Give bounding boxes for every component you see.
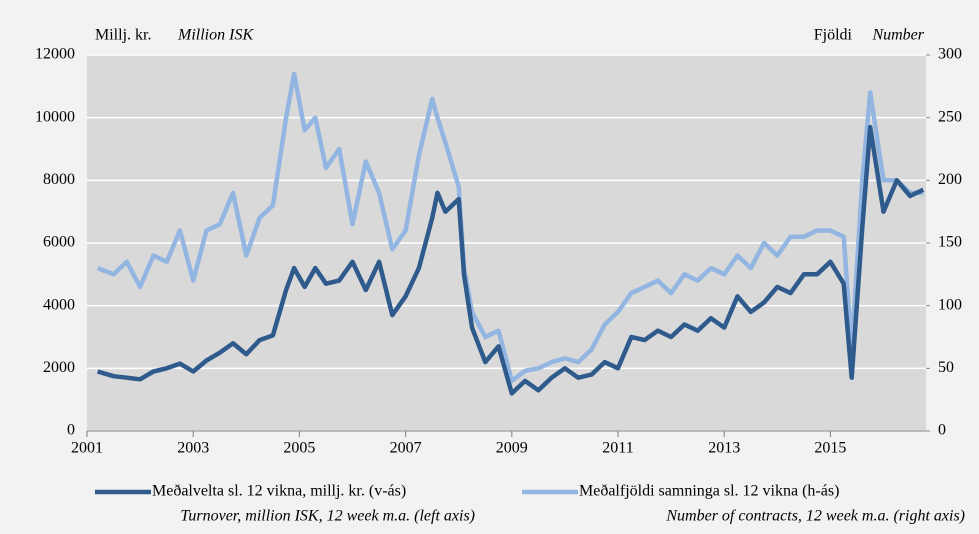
x-tick-label: 2013 bbox=[708, 440, 740, 457]
y-tick-label: 6000 bbox=[43, 234, 75, 251]
legend-label-en: Turnover, million ISK, 12 week m.a. (lef… bbox=[180, 508, 475, 525]
x-tick-label: 2005 bbox=[283, 440, 315, 457]
y2-tick-label: 50 bbox=[938, 359, 954, 376]
y-axis-label-en: Million ISK bbox=[177, 27, 254, 44]
y2-tick-label: 200 bbox=[938, 171, 962, 188]
y-tick-label: 4000 bbox=[43, 296, 75, 313]
x-tick-label: 2011 bbox=[602, 440, 633, 457]
y-tick-label: 10000 bbox=[35, 108, 75, 125]
y2-tick-label: 250 bbox=[938, 108, 962, 125]
y-tick-label: 8000 bbox=[43, 171, 75, 188]
y-tick-label: 2000 bbox=[43, 359, 75, 376]
y-tick-label: 12000 bbox=[35, 46, 75, 63]
y2-tick-label: 300 bbox=[938, 46, 962, 63]
y-tick-label: 0 bbox=[67, 422, 75, 439]
y2-tick-label: 100 bbox=[938, 296, 962, 313]
x-tick-label: 2007 bbox=[390, 440, 422, 457]
x-tick-label: 2015 bbox=[814, 440, 846, 457]
series-line bbox=[96, 124, 925, 396]
x-tick-label: 2001 bbox=[71, 440, 103, 457]
y2-tick-label: 0 bbox=[938, 422, 946, 439]
y-axis-label: Millj. kr. bbox=[95, 27, 151, 44]
y2-tick-label: 150 bbox=[938, 234, 962, 251]
y2-axis-label-en: Number bbox=[871, 27, 924, 44]
x-tick-label: 2009 bbox=[496, 440, 528, 457]
legend-label: Meðalfjöldi samninga sl. 12 vikna (h-ás) bbox=[579, 483, 839, 500]
series-line bbox=[96, 71, 924, 384]
x-tick-label: 2003 bbox=[177, 440, 209, 457]
y2-axis-label: Fjöldi bbox=[814, 27, 853, 44]
legend-label: Meðalvelta sl. 12 vikna, millj. kr. (v-á… bbox=[152, 483, 406, 500]
legend-label-en: Number of contracts, 12 week m.a. (right… bbox=[665, 508, 965, 525]
